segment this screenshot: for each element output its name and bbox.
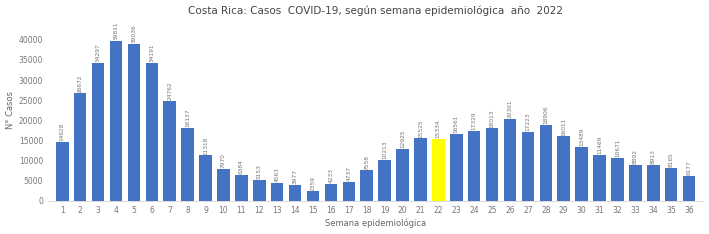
Bar (396, 149, 409, 201)
Bar (271, 183, 284, 201)
Bar (468, 131, 481, 201)
Text: 3977: 3977 (293, 169, 298, 184)
Title: Costa Rica: Casos  COVID-19, según semana epidemiológica  año  2022: Costa Rica: Casos COVID-19, según semana… (188, 6, 563, 16)
X-axis label: Semana epidemiológica: Semana epidemiológica (325, 219, 426, 228)
Text: 4563: 4563 (274, 167, 279, 182)
Bar (307, 191, 319, 201)
Bar (683, 176, 696, 201)
Bar (504, 119, 516, 201)
Bar (325, 184, 337, 201)
Bar (342, 182, 355, 201)
Text: 11469: 11469 (597, 135, 602, 154)
Text: 14628: 14628 (60, 123, 65, 141)
Text: 18013: 18013 (490, 109, 495, 128)
Text: 7970: 7970 (221, 153, 226, 168)
Text: 5153: 5153 (257, 165, 262, 179)
Text: 10213: 10213 (382, 140, 387, 159)
Text: 16561: 16561 (454, 115, 459, 133)
Bar (557, 136, 570, 201)
Bar (629, 165, 642, 201)
Text: 15334: 15334 (436, 120, 441, 138)
Text: 4737: 4737 (346, 166, 352, 181)
Text: 34191: 34191 (150, 44, 155, 62)
Y-axis label: N° Casos: N° Casos (6, 91, 15, 129)
Bar (611, 158, 624, 201)
Bar (164, 101, 176, 201)
Bar (522, 132, 534, 201)
Text: 39036: 39036 (131, 24, 136, 43)
Text: 8913: 8913 (651, 149, 656, 164)
Bar (74, 93, 86, 201)
Text: 8892: 8892 (633, 149, 638, 164)
Bar (379, 160, 391, 201)
Text: 6177: 6177 (686, 161, 691, 175)
Text: 17223: 17223 (525, 112, 530, 131)
Bar (110, 40, 122, 201)
Bar (540, 125, 552, 201)
Bar (414, 138, 427, 201)
Bar (289, 185, 301, 201)
Text: 34297: 34297 (96, 43, 101, 62)
Text: 10671: 10671 (615, 139, 620, 157)
Bar (145, 63, 158, 201)
Text: 7558: 7558 (364, 155, 369, 170)
Bar (128, 44, 140, 201)
Bar (450, 134, 462, 201)
Bar (92, 63, 104, 201)
Text: 26672: 26672 (78, 74, 83, 93)
Text: 13489: 13489 (579, 127, 584, 146)
Bar (593, 155, 605, 201)
Bar (360, 170, 373, 201)
Text: 17329: 17329 (471, 112, 476, 130)
Text: 24762: 24762 (167, 82, 172, 100)
Bar (182, 128, 194, 201)
Bar (647, 165, 659, 201)
Text: 18906: 18906 (543, 106, 548, 124)
Text: 4233: 4233 (328, 168, 333, 183)
Bar (217, 169, 230, 201)
Text: 12925: 12925 (400, 129, 405, 148)
Text: 15525: 15525 (418, 119, 423, 138)
Text: 2359: 2359 (311, 176, 316, 191)
Bar (235, 175, 247, 201)
Bar (253, 180, 266, 201)
Text: 6384: 6384 (239, 160, 244, 174)
Bar (56, 142, 69, 201)
Text: 8165: 8165 (669, 153, 674, 167)
Text: 20361: 20361 (508, 100, 513, 118)
Bar (432, 139, 445, 201)
Text: 16011: 16011 (562, 117, 566, 135)
Text: 11318: 11318 (203, 136, 208, 154)
Text: 18137: 18137 (185, 109, 190, 127)
Bar (665, 168, 678, 201)
Bar (199, 155, 212, 201)
Bar (576, 146, 588, 201)
Text: 39811: 39811 (113, 21, 118, 40)
Bar (486, 128, 498, 201)
